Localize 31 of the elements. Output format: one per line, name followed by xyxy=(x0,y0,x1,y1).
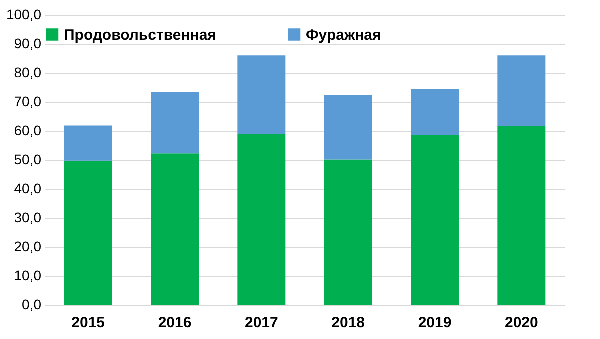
y-tick-label: 20,0 xyxy=(14,238,42,254)
bar xyxy=(64,160,112,305)
y-tick-label: 30,0 xyxy=(14,210,42,226)
bar xyxy=(238,134,286,305)
bar xyxy=(324,95,372,160)
y-tick-label: 80,0 xyxy=(14,64,42,80)
x-tick-label: 2019 xyxy=(418,314,452,332)
x-tick-label: 2016 xyxy=(158,314,192,332)
x-tick-label: 2015 xyxy=(72,314,106,332)
bar xyxy=(151,92,199,154)
bar xyxy=(498,126,546,305)
bar xyxy=(498,56,546,126)
x-tick-label: 2017 xyxy=(244,314,278,332)
bar xyxy=(64,126,112,161)
bar xyxy=(411,135,459,305)
y-tick-label: 60,0 xyxy=(14,122,42,138)
y-tick-label: 50,0 xyxy=(14,152,42,168)
bar xyxy=(411,89,459,136)
y-tick-label: 40,0 xyxy=(14,180,42,196)
y-tick-label: 70,0 xyxy=(14,94,42,110)
legend-label: Фуражная xyxy=(306,26,382,44)
x-tick-label: 2020 xyxy=(504,314,538,332)
y-tick-label: 90,0 xyxy=(14,36,42,52)
y-tick-label: 10,0 xyxy=(14,268,42,284)
bar xyxy=(151,154,199,305)
bar xyxy=(324,160,372,305)
x-tick-label: 2018 xyxy=(332,314,366,332)
y-tick-label: 100,0 xyxy=(6,6,42,22)
y-tick-label: 0,0 xyxy=(22,296,42,312)
bar xyxy=(238,56,286,134)
legend-label: Продовольственная xyxy=(64,26,216,44)
